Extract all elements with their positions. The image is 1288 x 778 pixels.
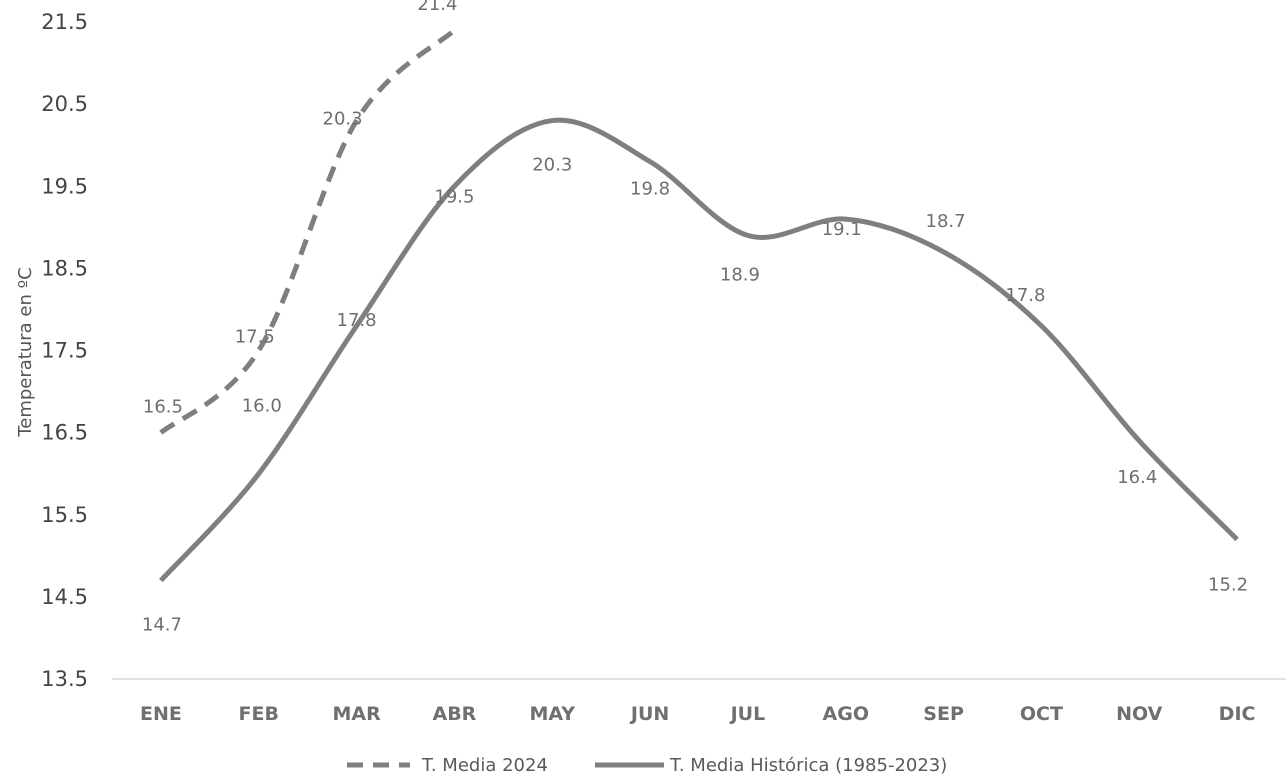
data-label: 21.4: [417, 0, 457, 15]
x-tick-label: JUN: [629, 703, 669, 725]
legend-label: T. Media Histórica (1985-2023): [669, 755, 947, 776]
data-labels: 16.5 17.5 20.3 21.4 14.7 16.0 17.8 19.5 20.3 19.8…: [142, 0, 1248, 635]
x-tick-label: ENE: [140, 703, 182, 725]
y-tick-label: 17.5: [41, 339, 88, 363]
data-label: 17.5: [235, 327, 275, 348]
legend: T. Media 2024 T. Media Histórica (1985-2…: [347, 755, 947, 776]
x-tick-label: OCT: [1020, 703, 1063, 725]
x-tick-label: MAY: [529, 703, 575, 725]
y-tick-label: 16.5: [41, 421, 88, 445]
data-label: 19.1: [822, 219, 862, 240]
data-label: 19.5: [434, 186, 474, 207]
y-tick-label: 20.5: [41, 92, 88, 116]
data-label: 16.4: [1117, 467, 1157, 488]
legend-item-historica: T. Media Histórica (1985-2023): [595, 755, 947, 776]
x-tick-label: FEB: [239, 703, 279, 725]
y-axis-ticks: 13.5 14.5 15.5 16.5 17.5 18.5 19.5 20.5 21.5: [41, 10, 88, 691]
series-line-2024: [159, 28, 457, 435]
legend-label: T. Media 2024: [421, 755, 548, 776]
y-tick-label: 14.5: [41, 585, 88, 609]
data-label: 20.3: [323, 109, 363, 130]
data-label: 17.8: [1005, 285, 1045, 306]
series-line-historica: [159, 117, 1239, 583]
y-tick-label: 13.5: [41, 667, 88, 691]
data-label: 19.8: [630, 179, 670, 200]
y-axis-label: Temperatura en ºC: [15, 267, 36, 437]
data-label: 16.5: [143, 397, 183, 418]
legend-item-2024: T. Media 2024: [347, 755, 548, 776]
y-tick-label: 19.5: [41, 174, 88, 198]
data-label: 14.7: [142, 614, 182, 635]
data-label: 18.7: [926, 211, 966, 232]
x-tick-label: SEP: [923, 703, 964, 725]
x-tick-label: MAR: [332, 703, 381, 725]
data-label: 18.9: [720, 265, 760, 286]
x-tick-label: ABR: [433, 703, 477, 725]
x-axis-ticks: ENE FEB MAR ABR MAY JUN JUL AGO SEP OCT NOV DIC: [140, 703, 1255, 725]
data-label: 16.0: [242, 396, 282, 417]
data-label: 17.8: [337, 310, 377, 331]
y-tick-label: 18.5: [41, 256, 88, 280]
x-tick-label: NOV: [1116, 703, 1163, 725]
data-label: 15.2: [1208, 574, 1248, 595]
y-tick-label: 15.5: [41, 503, 88, 527]
x-tick-label: DIC: [1219, 703, 1256, 725]
data-label: 20.3: [532, 155, 572, 176]
series-lines: [159, 28, 1239, 583]
x-tick-label: JUL: [729, 703, 766, 725]
x-tick-label: AGO: [823, 703, 869, 725]
y-tick-label: 21.5: [41, 10, 88, 34]
